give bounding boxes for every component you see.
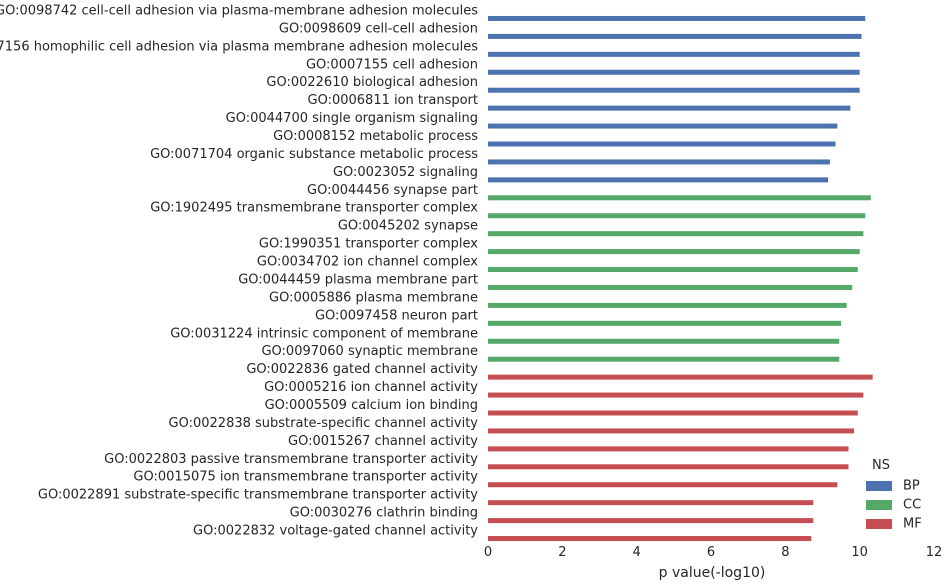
category-label: GO:0071704 organic substance metabolic p…: [150, 147, 478, 162]
bar-mf: [488, 392, 864, 398]
category-label: GO:1902495 transmembrane transporter com…: [150, 201, 478, 216]
category-label: GO:0022803 passive transmembrane transpo…: [104, 452, 478, 467]
category-label: GO:0098609 cell-cell adhesion: [279, 21, 478, 36]
bar-cc: [488, 284, 853, 290]
bar-cc: [488, 213, 866, 219]
x-tick-label: 12: [926, 545, 943, 560]
x-axis: p value(-log10) 0 2 4 6 8 10 12: [484, 545, 942, 581]
bar-mf: [488, 500, 814, 506]
category-labels: GO:0098742 cell-cell adhesion via plasma…: [0, 3, 478, 538]
x-tick-label: 2: [558, 545, 566, 560]
category-label: GO:0005886 plasma membrane: [269, 290, 478, 305]
bar-bp: [488, 15, 866, 21]
category-label: GO:0006811 ion transport: [308, 93, 479, 108]
category-label: GO:0015267 channel activity: [288, 434, 478, 449]
bar-mf: [488, 428, 855, 434]
bar-cc: [488, 320, 842, 326]
category-label: GO:0034702 ion channel complex: [257, 255, 478, 270]
bar-bp: [488, 123, 838, 129]
bar-cc: [488, 249, 860, 255]
legend-swatch: [866, 481, 892, 491]
legend-label: CC: [903, 498, 921, 513]
bar-bp: [488, 33, 862, 39]
bar-cc: [488, 356, 840, 362]
category-label: GO:0023052 signaling: [333, 165, 478, 180]
bar-mf: [488, 518, 814, 524]
bar-mf: [488, 464, 849, 470]
category-label: GO:0005509 calcium ion binding: [265, 398, 478, 413]
legend-swatch: [866, 500, 892, 510]
legend-label: MF: [903, 517, 922, 532]
bar-bp: [488, 159, 830, 165]
bar-mf: [488, 446, 849, 452]
category-label: GO:0022836 gated channel activity: [246, 362, 478, 377]
category-label: GO:1990351 transporter complex: [259, 237, 478, 252]
bar-cc: [488, 338, 840, 344]
bar-bp: [488, 105, 851, 111]
category-label: GO:0022610 biological adhesion: [266, 75, 478, 90]
bar-bp: [488, 51, 860, 57]
category-label: GO:0030276 clathrin binding: [290, 506, 478, 521]
category-label: GO:0005216 ion channel activity: [264, 380, 478, 395]
bar-cc: [488, 231, 864, 237]
bar-mf: [488, 374, 873, 380]
bar-cc: [488, 195, 871, 201]
x-axis-title: p value(-log10): [659, 565, 766, 581]
category-label: GO:0044700 single organism signaling: [226, 111, 478, 126]
legend-title: NS: [872, 458, 890, 473]
bar-bp: [488, 69, 860, 75]
category-label: GO:0015075 ion transmembrane transporter…: [133, 470, 478, 485]
legend: NS BP CC MF: [866, 458, 922, 532]
category-label: GO:0007155 cell adhesion: [306, 57, 478, 72]
category-label: GO:0098742 cell-cell adhesion via plasma…: [0, 3, 478, 18]
legend-swatch: [866, 519, 892, 529]
bar-mf: [488, 536, 812, 542]
bar-mf: [488, 410, 858, 416]
bar-bp: [488, 87, 860, 93]
category-label: GO:0008152 metabolic process: [273, 129, 478, 144]
category-label: GO:0031224 intrinsic component of membra…: [170, 326, 478, 341]
category-label: GO:0044456 synapse part: [307, 183, 478, 198]
bars: [488, 15, 873, 542]
bar-bp: [488, 141, 836, 147]
bar-cc: [488, 267, 858, 273]
x-tick-label: 6: [707, 545, 715, 560]
legend-label: BP: [903, 479, 920, 494]
category-label: GO:0022838 substrate-specific channel ac…: [169, 416, 479, 431]
x-tick-label: 4: [633, 545, 641, 560]
category-label: GO:0007156 homophilic cell adhesion via …: [0, 39, 478, 54]
category-label: GO:0022891 substrate-specific transmembr…: [38, 488, 478, 503]
x-tick-label: 8: [781, 545, 789, 560]
category-label: GO:0044459 plasma membrane part: [238, 272, 478, 287]
bar-cc: [488, 302, 847, 308]
x-tick-label: 10: [851, 545, 868, 560]
bar-mf: [488, 482, 838, 488]
category-label: GO:0097060 synaptic membrane: [261, 344, 478, 359]
category-label: GO:0022832 voltage-gated channel activit…: [193, 524, 478, 539]
bar-bp: [488, 177, 829, 183]
x-tick-label: 0: [484, 545, 492, 560]
category-label: GO:0097458 neuron part: [315, 308, 478, 323]
category-label: GO:0045202 synapse: [338, 219, 478, 234]
